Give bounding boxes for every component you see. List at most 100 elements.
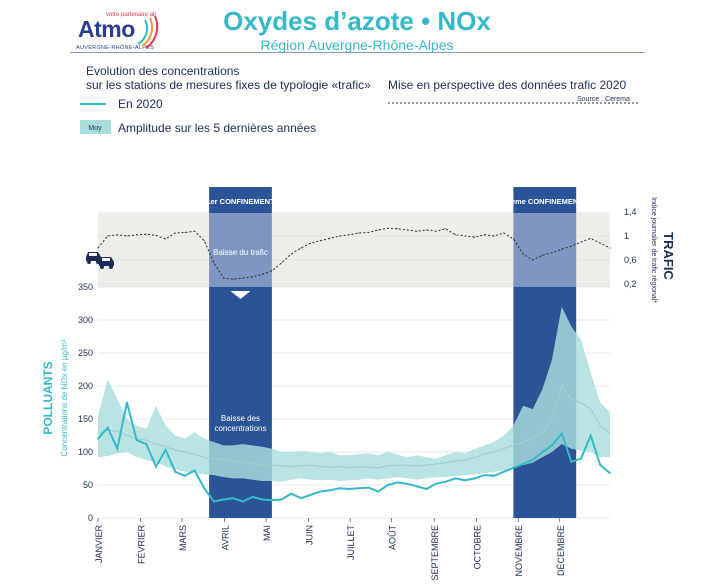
- series-2020-point: [502, 470, 505, 473]
- logo-region: AUVERGNE-RHÔNE-ALPES: [76, 45, 155, 51]
- series-2020-point: [570, 461, 573, 463]
- traffic-index-point: [503, 232, 505, 234]
- legend-right-title: Mise en perspective des données trafic 2…: [388, 78, 627, 92]
- average-line: [97, 384, 611, 469]
- title-divider: [70, 52, 645, 53]
- traffic-index-point: [445, 228, 447, 230]
- traffic-index-point: [590, 237, 592, 239]
- legend-amplitude-swatch: [80, 120, 111, 134]
- series-2020-point: [116, 447, 119, 450]
- x-tick-label: FÉVRIER: [137, 525, 147, 565]
- series-2020-point: [309, 494, 312, 496]
- confinement-header-1: [209, 187, 272, 213]
- y-tick-label: 0: [88, 513, 93, 523]
- traffic-index-point: [551, 252, 553, 254]
- series-2020-point: [425, 488, 428, 490]
- x-tick-label: SEPTEMBRE: [430, 525, 440, 581]
- traffic-index-point: [474, 236, 476, 238]
- series-2020-point: [406, 482, 409, 485]
- series-2020-line: [97, 402, 611, 503]
- traffic-index-point: [348, 234, 350, 236]
- amplitude-band: [98, 306, 610, 482]
- traffic-index-point: [377, 229, 379, 231]
- series-2020-point: [357, 487, 360, 490]
- traffic-index-point: [252, 276, 254, 278]
- traffic-index-point: [580, 241, 582, 243]
- traffic-tick-label: 0,6: [624, 255, 637, 265]
- traffic-index-point: [232, 278, 234, 280]
- traffic-index-point: [493, 235, 495, 237]
- series-2020-point: [174, 470, 177, 473]
- series-2020-point: [261, 498, 264, 501]
- series-2020-point: [106, 426, 109, 429]
- traffic-tick-label: 1,4: [624, 207, 637, 217]
- x-tick-label: JANVIER: [94, 525, 104, 564]
- down-arrow-icon: [230, 291, 251, 299]
- page-title: Oxydes d’azote • NOx: [223, 6, 491, 36]
- y-tick-label: 250: [78, 348, 93, 358]
- traffic-index-point: [310, 242, 312, 244]
- logo-tagline: votre partenaire air: [106, 12, 157, 18]
- series-2020-point: [319, 490, 322, 493]
- legend-left-line1: Evolution des concentrations: [86, 64, 240, 78]
- traffic-index-point: [126, 235, 128, 237]
- series-2020-point: [126, 401, 128, 404]
- series-2020-point: [377, 490, 380, 493]
- traffic-index-point: [454, 234, 456, 236]
- legend-amplitude-label: Amplitude sur les 5 dernières années: [118, 121, 316, 135]
- traffic-index-point: [339, 235, 341, 237]
- traffic-index-point: [416, 230, 418, 232]
- series-2020-point: [184, 474, 186, 477]
- series-2020-point: [290, 492, 293, 495]
- series-2020-point: [415, 485, 418, 488]
- series-2020-point: [444, 480, 447, 483]
- traffic-index-point: [174, 232, 176, 234]
- series-2020-point: [599, 464, 602, 467]
- x-tick-label: AOÛT: [388, 525, 398, 551]
- traffic-axis-label: Indice journalier de trafic régional*: [650, 197, 657, 303]
- series-2020-point: [483, 474, 486, 476]
- concentration-drop-label-2: concentrations: [214, 424, 266, 433]
- series-2020-point: [135, 439, 138, 442]
- x-tick-label: OCTOBRE: [473, 525, 483, 569]
- y-tick-label: 200: [78, 381, 93, 391]
- legend-2020-label: En 2020: [118, 97, 163, 111]
- series-2020-point: [541, 451, 544, 453]
- series-2020-point: [348, 488, 351, 490]
- confinement-traffic-overlay-1: [209, 213, 272, 287]
- series-2020-point: [251, 495, 254, 498]
- series-2020-point: [560, 432, 563, 435]
- series-2020-point: [270, 499, 273, 502]
- series-2020-point: [435, 482, 438, 485]
- series-2020-point: [367, 486, 370, 489]
- traffic-index-point: [396, 228, 398, 230]
- legend-left-line2: sur les stations de mesures fixes de typ…: [86, 78, 371, 92]
- traffic-index-point: [561, 248, 563, 250]
- series-2020-point: [396, 481, 399, 484]
- trafic-axis-title: TRAFIC: [661, 232, 676, 280]
- traffic-index-point: [97, 247, 99, 249]
- traffic-index-point: [464, 235, 466, 237]
- car-icon: [86, 252, 101, 264]
- traffic-index-point: [194, 230, 196, 232]
- series-2020-point: [280, 498, 283, 501]
- series-2020-point: [386, 484, 389, 486]
- traffic-index-point: [155, 234, 157, 236]
- confinement2-label: 2ème CONFINEMENT: [507, 197, 584, 206]
- traffic-index-point: [107, 235, 109, 237]
- series-2020-point: [145, 443, 148, 445]
- x-tick-label: MAI: [262, 525, 272, 541]
- traffic-index-point: [319, 240, 321, 242]
- traffic-index-point: [223, 277, 225, 279]
- series-2020-point: [580, 457, 582, 460]
- traffic-index-point: [242, 277, 244, 279]
- x-tick-label: JUILLET: [346, 525, 356, 561]
- y-tick-label: 100: [78, 447, 93, 457]
- y-tick-label: 150: [78, 414, 93, 424]
- x-tick-label: JUIN: [305, 525, 315, 545]
- traffic-drop-label: Baisse du trafic: [213, 248, 268, 257]
- page-subtitle: Région Auvergne-Rhône-Alpes: [260, 37, 454, 53]
- series-2020-point: [299, 497, 302, 500]
- atmo-logo: votre partenaire air Atmo AUVERGNE-RHÔNE…: [72, 8, 162, 54]
- traffic-index-point: [512, 238, 514, 240]
